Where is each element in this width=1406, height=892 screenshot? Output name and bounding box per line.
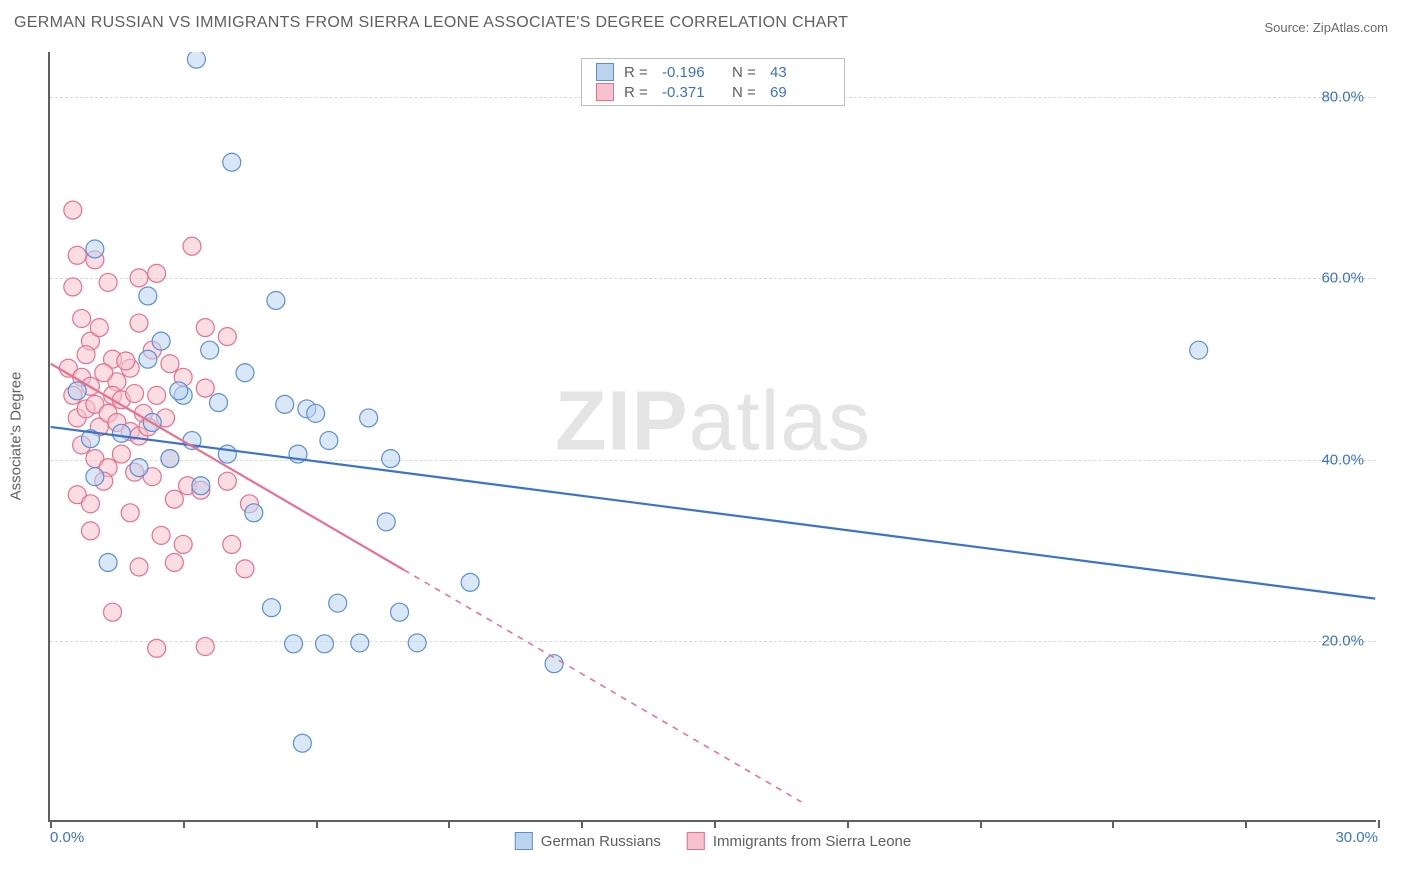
x-tick-mark: [980, 820, 982, 828]
x-tick-mark: [316, 820, 318, 828]
x-tick-mark: [448, 820, 450, 828]
x-tick-label: 0.0%: [50, 829, 84, 846]
legend-label-2: Immigrants from Sierra Leone: [713, 833, 911, 850]
legend-top-row-2: R = -0.371 N = 69: [596, 82, 830, 102]
x-tick-mark: [1245, 820, 1247, 828]
source-attribution: Source: ZipAtlas.com: [1264, 20, 1388, 35]
legend-swatch-1: [515, 832, 533, 850]
x-tick-mark: [847, 820, 849, 828]
x-tick-mark: [183, 820, 185, 828]
legend-swatch-2: [687, 832, 705, 850]
x-tick-mark: [581, 820, 583, 828]
n-label-1: N =: [732, 64, 760, 81]
series-legend: German Russians Immigrants from Sierra L…: [515, 832, 911, 850]
legend-item-1: German Russians: [515, 832, 661, 850]
r-label-1: R =: [624, 64, 652, 81]
scatter-plot-svg: [50, 52, 1376, 820]
swatch-series-2: [596, 83, 614, 101]
swatch-series-1: [596, 63, 614, 81]
r-value-2: -0.371: [662, 84, 722, 101]
x-tick-label: 30.0%: [1335, 829, 1378, 846]
chart-title: GERMAN RUSSIAN VS IMMIGRANTS FROM SIERRA…: [14, 14, 848, 32]
legend-label-1: German Russians: [541, 833, 661, 850]
n-label-2: N =: [732, 84, 760, 101]
x-tick-mark: [1112, 820, 1114, 828]
legend-item-2: Immigrants from Sierra Leone: [687, 832, 911, 850]
x-tick-mark: [1378, 820, 1380, 828]
r-label-2: R =: [624, 84, 652, 101]
y-axis-label: Associate's Degree: [8, 372, 25, 501]
n-value-1: 43: [770, 64, 830, 81]
chart-plot-area: Associate's Degree ZIPatlas R = -0.196 N…: [48, 52, 1376, 822]
r-value-1: -0.196: [662, 64, 722, 81]
x-tick-mark: [50, 820, 52, 828]
x-tick-mark: [714, 820, 716, 828]
n-value-2: 69: [770, 84, 830, 101]
correlation-legend: R = -0.196 N = 43 R = -0.371 N = 69: [581, 58, 845, 106]
legend-top-row-1: R = -0.196 N = 43: [596, 62, 830, 82]
